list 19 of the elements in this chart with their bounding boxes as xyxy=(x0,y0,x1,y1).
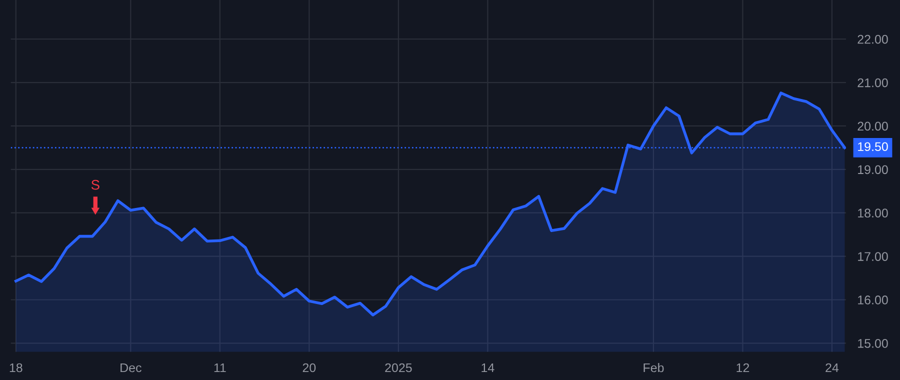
y-tick-label: 22.00 xyxy=(858,34,888,44)
annotation: S xyxy=(91,180,100,190)
y-tick-label: 15.00 xyxy=(858,338,888,348)
ref-line-label: 19.50 xyxy=(858,142,888,152)
x-tick-label: 20 xyxy=(302,363,316,372)
x-tick-label: 2025 xyxy=(385,363,412,372)
x-tick-label: 18 xyxy=(10,363,22,372)
y-tick-label: 18.00 xyxy=(858,208,888,218)
y-tick-label: 21.00 xyxy=(858,78,888,88)
y-tick-label: 20.00 xyxy=(858,122,888,131)
x-tick-label: 11 xyxy=(214,363,226,372)
x-tick-label: Feb xyxy=(644,362,664,372)
y-tick-label: 19.00 xyxy=(858,165,888,174)
x-tick-label: 12 xyxy=(736,363,750,372)
y-tick-label: 17.00 xyxy=(858,252,888,261)
x-tick-label: Dec xyxy=(120,363,142,372)
y-tick-label: 16.00 xyxy=(858,296,888,304)
x-tick-label: 24 xyxy=(826,363,839,372)
x-tick-label: 14 xyxy=(482,363,494,372)
